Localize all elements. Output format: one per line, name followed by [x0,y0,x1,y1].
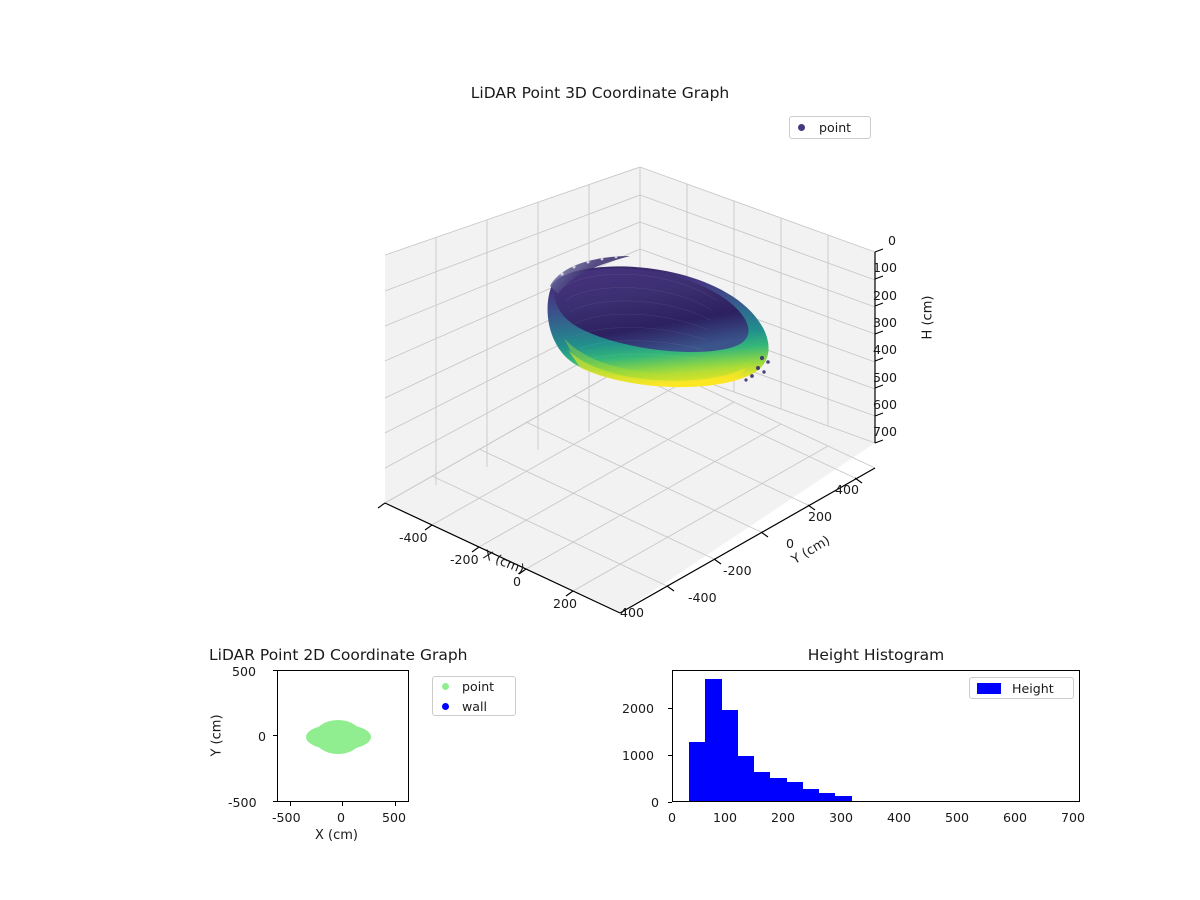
plot2d-legend-label-point: point [462,678,495,694]
plot2d-xtickmark-0 [342,802,344,806]
plot3d-point-cloud [547,255,770,388]
plot3d-ytick-1: -200 [723,563,752,578]
plot2d-xtick-0: -500 [272,810,301,825]
plot2d-title: LiDAR Point 2D Coordinate Graph [209,646,468,664]
hist-ytick-0: 0 [651,795,660,810]
plot3d-ytick-3: 200 [808,509,833,524]
plot3d-pane-left [385,167,640,503]
plot3d-tickmarks [377,248,884,597]
hist-ytick-1: 1000 [622,748,655,763]
histogram-bar [770,777,787,801]
plot3d-zlabel: H (cm) [920,295,936,340]
plot3d-xtick-2: 0 [513,574,522,589]
histogram-bar [737,756,755,801]
plot2d-legend[interactable]: point wall [432,676,516,716]
hist-xtick-3: 300 [829,810,854,825]
plot3d-gridlines [384,166,876,614]
histogram-bar [802,788,820,801]
plot3d-ztick-0: 0 [888,233,897,248]
hist-xtick-5: 500 [945,810,970,825]
histogram-title: Height Histogram [807,646,945,664]
plot2d-legend-item-wall[interactable]: wall [442,699,506,714]
plot2d-xlabel: X (cm) [315,828,358,843]
hist-ytick-2: 2000 [622,701,655,716]
height-patch-icon [977,682,1001,694]
plot3d-legend-item-point[interactable]: point [798,120,862,135]
plot2d-ytick-0: 500 [232,664,257,679]
histogram-bar [705,679,722,801]
plot2d-ytick-2: -500 [228,795,257,810]
plot2d-xtickmark-500 [395,802,397,806]
plot2d-xtick-1: 0 [337,810,346,825]
hist-xtick-1: 100 [713,810,738,825]
plot2d-xtickmark-neg500 [290,802,292,806]
plot3d-ztick-4: 400 [873,342,898,357]
plot3d-ytick-0: -400 [688,590,717,605]
histogram-bar [835,796,852,801]
plot3d-xtick-1: -200 [450,552,479,567]
hist-xtick-7: 700 [1061,810,1086,825]
hist-xtick-2: 200 [771,810,796,825]
plot2d-ytickmark-500 [273,670,277,672]
plot3d-xtick-0: -400 [399,530,428,545]
histogram-legend[interactable]: Height [969,677,1074,699]
plot3d-axis-spines [384,252,876,614]
plot2d-axes [277,670,409,802]
plot2d-point-cloud-core [314,720,362,754]
histogram-bar [689,741,706,801]
hist-ytickmark-0 [668,802,672,804]
histogram-bar [721,710,738,801]
plot3d-ytick-4: 400 [835,482,860,497]
hist-ytickmark-2000 [668,708,672,710]
histogram-bar [754,772,771,801]
plot3d-ytick-2: 0 [786,536,795,551]
plot3d-ztick-3: 300 [873,315,898,330]
histogram-legend-item-height[interactable]: Height [977,681,1066,696]
plot2d-ytickmark-neg500 [273,801,277,803]
hist-xtick-0: 0 [668,810,677,825]
plot3d-ztick-2: 200 [873,288,898,303]
plot3d-xtick-3: 200 [553,596,578,611]
histogram-axes [672,670,1080,802]
hist-ytickmark-1000 [668,755,672,757]
plot2d-ytick-1: 0 [258,729,267,744]
plot2d-legend-label-wall: wall [462,698,488,714]
plot2d-ytickmark-0 [273,735,277,737]
plot3d-ztick-6: 600 [873,397,898,412]
plot3d-pane-floor [385,358,875,613]
point-marker-icon [442,682,449,690]
plot3d-ztick-7: 700 [873,424,898,439]
plot2d-xtick-2: 500 [382,810,407,825]
hist-xtick-4: 400 [887,810,912,825]
hist-xtick-6: 600 [1003,810,1028,825]
plot3d-axes [300,110,940,630]
plot3d-ztick-5: 500 [873,370,898,385]
plot3d-legend-label: point [819,120,852,135]
plot2d-ylabel: Y (cm) [209,714,225,757]
plot3d-title: LiDAR Point 3D Coordinate Graph [470,84,730,102]
plot2d-legend-item-point[interactable]: point [442,679,506,694]
plot3d-legend[interactable]: point [789,116,871,139]
wall-marker-icon [442,702,449,710]
plot3d-xtick-4: 400 [620,605,645,620]
point-marker-icon [798,124,805,131]
plot3d-canvas [377,166,884,614]
histogram-bar [786,781,803,801]
plot3d-ztick-1: 100 [873,260,898,275]
histogram-legend-label: Height [1012,680,1054,696]
histogram-bar [819,793,836,801]
